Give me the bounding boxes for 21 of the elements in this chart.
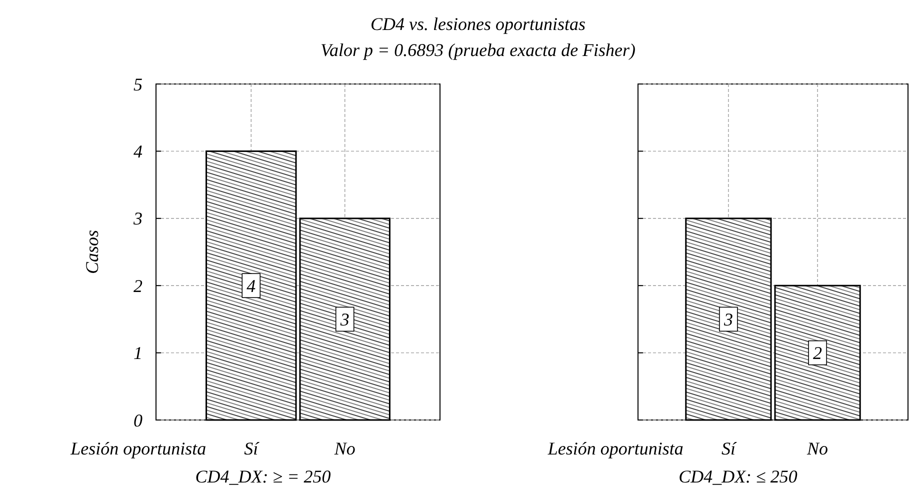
- text: Lesión oportunista: [546, 438, 684, 458]
- y-tick-label: 2: [134, 276, 142, 296]
- x-axis-title: CD4_DX: ≥ = 250: [195, 466, 331, 486]
- data-label: 3: [339, 310, 350, 330]
- text: Valor p = 0.6893 (prueba exacta de Fisher): [320, 40, 636, 60]
- text: Lesión oportunista: [70, 438, 206, 458]
- x-tick-label: Sí: [721, 438, 738, 458]
- x-tick-label: No: [333, 438, 356, 458]
- data-label: 3: [722, 310, 733, 330]
- text: CD4 vs. lesiones oportunistas: [370, 14, 586, 34]
- x-tick-label: No: [806, 438, 828, 458]
- y-tick-label: 4: [134, 142, 142, 162]
- y-tick-label: 3: [132, 208, 142, 229]
- data-label: 2: [813, 343, 822, 364]
- y-axis-title: Casos: [82, 230, 102, 274]
- data-label: 4: [246, 276, 256, 296]
- y-tick-label: 1: [134, 343, 142, 364]
- x-tick-label: Sí: [244, 438, 260, 458]
- y-tick-label: 5: [134, 74, 142, 94]
- y-tick-label: 0: [134, 410, 142, 430]
- x-axis-title: CD4_DX: ≤ 250: [678, 466, 798, 486]
